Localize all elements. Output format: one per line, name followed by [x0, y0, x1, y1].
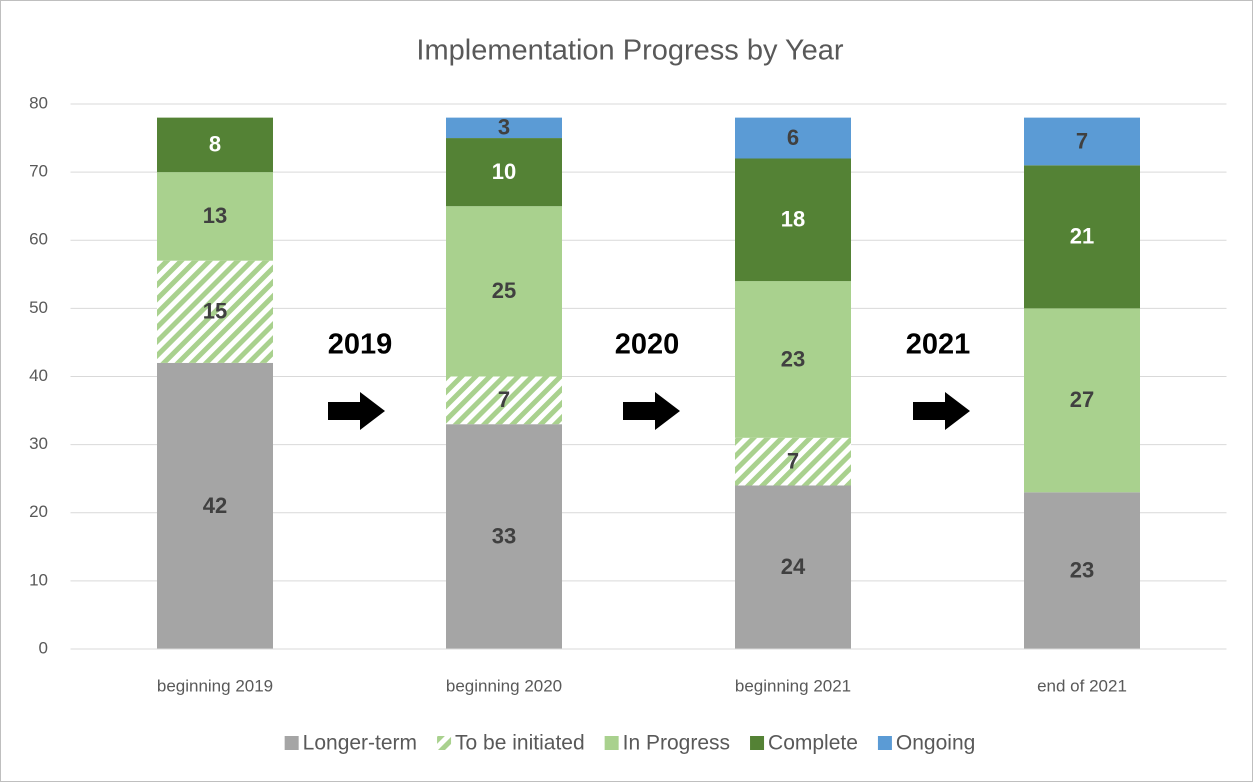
legend-label: In Progress: [623, 732, 730, 755]
data-label: 18: [781, 207, 805, 232]
data-label: 10: [492, 159, 516, 184]
annotation: 2020: [615, 329, 680, 361]
bar-segment: [1024, 165, 1140, 309]
bar-segment: [446, 206, 562, 377]
data-label: 7: [1076, 128, 1088, 153]
y-tick-label: 40: [29, 366, 48, 385]
y-tick-label: 70: [29, 162, 48, 181]
legend-swatch: [284, 736, 299, 750]
y-tick-label: 50: [29, 298, 48, 317]
annotation: 2019: [328, 329, 393, 361]
bar-segment: [157, 117, 273, 173]
y-tick-label: 20: [29, 502, 48, 521]
data-label: 24: [781, 554, 806, 579]
bar-segment: [735, 117, 851, 159]
bar-segment: [446, 138, 562, 207]
bar-segment: [735, 158, 851, 282]
data-label: 23: [781, 346, 805, 371]
legend-swatch: [750, 736, 765, 750]
bar-segment: [1024, 492, 1140, 649]
bar-segment: [446, 424, 562, 649]
bar-segment: [157, 362, 273, 649]
data-label: 23: [1070, 557, 1094, 582]
x-tick-label: end of 2021: [1037, 676, 1127, 695]
legend-swatch: [437, 736, 452, 750]
bar-segment: [735, 281, 851, 438]
legend-label: To be initiated: [455, 732, 585, 755]
bar-segment: [1024, 308, 1140, 493]
x-tick-label: beginning 2020: [446, 676, 562, 695]
data-label: 7: [498, 387, 510, 412]
data-label: 6: [787, 125, 799, 150]
legend-swatch: [604, 736, 619, 750]
y-tick-label: 60: [29, 230, 48, 249]
bar-segment: [735, 485, 851, 649]
data-label: 27: [1070, 387, 1094, 412]
data-label: 21: [1070, 224, 1094, 249]
bar-segment: [446, 376, 562, 425]
y-tick-label: 30: [29, 434, 48, 453]
y-tick-label: 80: [29, 93, 48, 112]
arrows: [328, 392, 970, 430]
legend-label: Complete: [768, 732, 858, 755]
legend-swatch: [877, 736, 892, 750]
data-label: 7: [787, 448, 799, 473]
legend-label: Ongoing: [896, 732, 975, 755]
y-tick-label: 0: [39, 638, 48, 657]
bar-segment: [735, 437, 851, 486]
data-label: 8: [209, 132, 221, 157]
x-tick-label: beginning 2021: [735, 676, 851, 695]
data-label: 15: [203, 299, 227, 324]
data-label: 33: [492, 523, 516, 548]
y-tick-label: 10: [29, 570, 48, 589]
data-label: 25: [492, 278, 516, 303]
bar-segment: [1024, 117, 1140, 166]
bar-segment: [157, 172, 273, 261]
annotation: 2021: [906, 329, 971, 361]
chart-title: Implementation Progress by Year: [416, 35, 844, 67]
legend-label: Longer-term: [303, 732, 417, 755]
bar-segment: [157, 260, 273, 363]
data-label: 42: [203, 493, 227, 518]
data-label: 3: [498, 115, 510, 140]
bar-segment: [446, 117, 562, 139]
data-label: 13: [203, 203, 227, 228]
x-tick-label: beginning 2019: [157, 676, 273, 695]
